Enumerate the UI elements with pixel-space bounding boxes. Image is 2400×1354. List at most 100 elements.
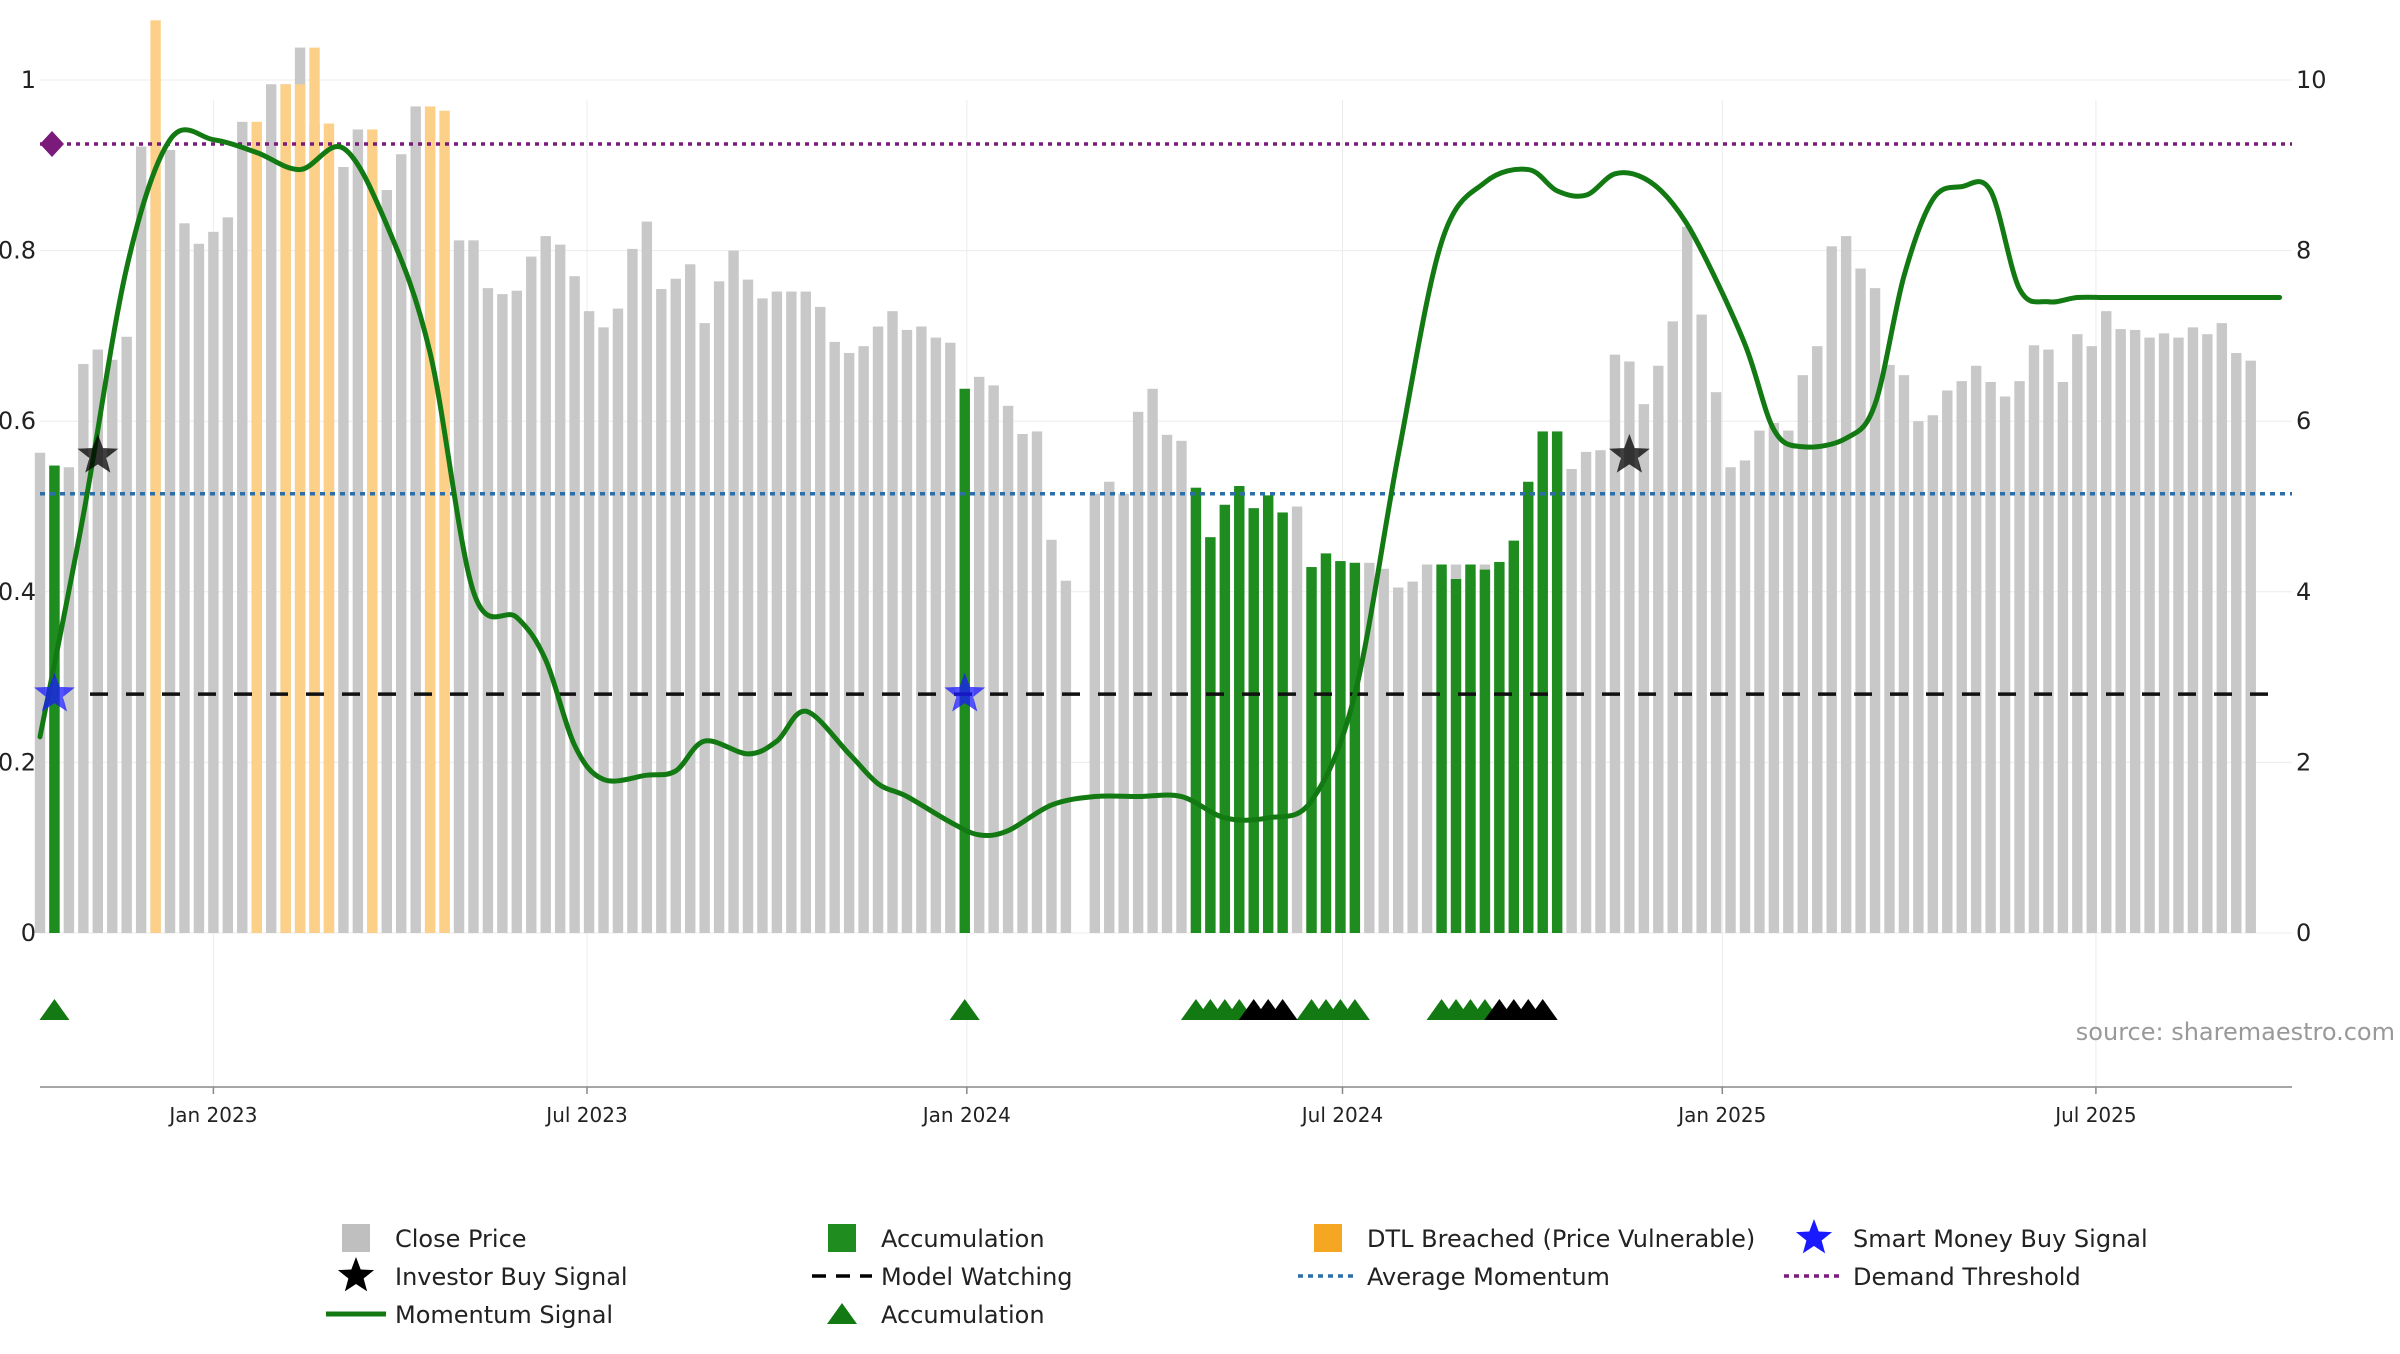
- accumulation-marker-dark: [1527, 999, 1558, 1020]
- close-price-bar: [1884, 364, 1895, 934]
- left-axis-tick: 0.2: [0, 748, 36, 776]
- close-price-bar: [237, 121, 248, 933]
- close-price-bar: [728, 250, 739, 934]
- close-price-bar: [2231, 352, 2242, 934]
- close-price-bar: [1768, 422, 1780, 933]
- close-price-bar: [1378, 568, 1389, 933]
- close-price-bar: [1031, 431, 1043, 933]
- accumulation-marker-dark: [1267, 999, 1298, 1020]
- close-price-bar: [757, 298, 768, 933]
- close-price-bar: [872, 326, 884, 934]
- legend-star: [1795, 1219, 1833, 1254]
- close-price-bar: [1089, 493, 1100, 933]
- x-axis-tick: Jul 2025: [2053, 1103, 2136, 1127]
- axis-layer: 0 2 4 6 8 10 0 0.2 0.4 0.6 0.8 1 Jan 2023 Jul 2023 Jan…: [0, 66, 2327, 1127]
- close-price-bar: [1161, 434, 1173, 933]
- smart-money-buy-signal: [34, 672, 75, 712]
- close-price-bar: [179, 223, 190, 933]
- right-axis-tick: 10: [2296, 66, 2327, 94]
- x-axis-tick: Jul 2023: [544, 1103, 627, 1127]
- accumulation-bar: [1465, 564, 1476, 933]
- left-axis-tick: 0: [21, 919, 36, 947]
- accumulation-marker: [1339, 999, 1370, 1020]
- close-price-bar: [1046, 539, 1057, 933]
- close-price-bar: [1132, 411, 1144, 933]
- x-axis-tick: Jul 2024: [1300, 1103, 1383, 1127]
- legend-label: Average Momentum: [1367, 1263, 1610, 1291]
- close-price-bar: [1291, 506, 1303, 933]
- close-price-bar: [540, 236, 551, 933]
- right-axis-tick: 4: [2296, 578, 2311, 606]
- close-price-bar: [1364, 562, 1375, 933]
- close-price-bar: [1421, 564, 1433, 933]
- close-price-bar: [1638, 404, 1650, 933]
- close-price-bar: [627, 248, 638, 934]
- close-price-bar: [1118, 493, 1129, 933]
- demand-threshold-marker: [40, 130, 64, 157]
- close-price-bar: [1956, 381, 1967, 933]
- close-price-bar: [656, 288, 667, 933]
- dtl-breached-bar: [424, 106, 436, 934]
- close-price-bar: [1566, 468, 1577, 933]
- accumulation-bar: [1494, 561, 1505, 933]
- close-price-bar: [2245, 360, 2256, 934]
- close-price-bar: [107, 359, 118, 933]
- legend-star: [337, 1257, 375, 1292]
- legend-triangle: [827, 1303, 857, 1324]
- accumulation-bar: [1190, 487, 1202, 933]
- legend-label: Smart Money Buy Signal: [1853, 1225, 2148, 1253]
- accumulation-marker: [949, 999, 980, 1020]
- close-price-bar: [685, 264, 696, 933]
- close-price-bar: [2101, 311, 2112, 934]
- accumulation-bar: [1349, 562, 1361, 933]
- accumulation-bar: [959, 388, 970, 933]
- investor-buy-signal: [1609, 433, 1650, 473]
- close-price-bar: [583, 311, 595, 934]
- close-price-bar: [208, 231, 219, 934]
- smart-money-buy-signal: [944, 672, 986, 712]
- close-price-bar: [1985, 381, 1996, 933]
- close-price-bar: [526, 256, 537, 933]
- right-axis-tick: 2: [2296, 748, 2311, 776]
- close-price-bar: [887, 311, 898, 934]
- close-price-bar: [1898, 375, 1910, 933]
- close-price-bar: [453, 240, 465, 933]
- dtl-breached-bar: [150, 20, 161, 934]
- reference-lines: [40, 130, 2292, 696]
- left-axis-tick: 1: [21, 66, 36, 94]
- close-price-bar: [1104, 481, 1115, 933]
- close-price-bar: [699, 323, 710, 934]
- accumulation-bar: [1450, 579, 1462, 933]
- source-label: source: sharemaestro.com: [2076, 1018, 2395, 1046]
- signal-marker-layer: [34, 433, 1650, 1020]
- close-price-bar: [135, 146, 147, 933]
- accumulation-bar: [1277, 512, 1288, 933]
- close-price-bar: [2014, 381, 2025, 933]
- close-price-bar: [598, 327, 609, 933]
- close-price-bar: [2043, 349, 2054, 934]
- accumulation-bar: [1551, 431, 1563, 933]
- close-price-bar: [1797, 375, 1808, 933]
- close-price-bar: [973, 376, 985, 933]
- close-price-bar: [381, 190, 392, 934]
- close-price-bar: [1754, 430, 1765, 933]
- close-price-bar: [2158, 333, 2170, 933]
- left-axis-tick: 0.6: [0, 407, 36, 435]
- close-price-bar: [1681, 226, 1693, 933]
- legend-label: Momentum Signal: [395, 1301, 613, 1329]
- close-price-bar: [92, 349, 103, 934]
- x-axis-tick: Jan 2024: [921, 1103, 1011, 1127]
- accumulation-bar: [1537, 431, 1548, 933]
- accumulation-bar: [1306, 567, 1317, 933]
- close-price-bar: [34, 452, 46, 933]
- close-price-bar: [1393, 587, 1404, 933]
- close-price-bar: [1927, 415, 1939, 933]
- close-price-bar: [511, 290, 523, 933]
- close-price-bar: [2057, 381, 2069, 933]
- close-price-bar: [2115, 329, 2126, 933]
- close-price-bar: [800, 291, 812, 933]
- close-price-bar: [222, 217, 234, 933]
- legend: Close Price Accumulation DTL Breached (Pri…: [326, 1219, 2148, 1329]
- close-price-bar: [2129, 329, 2141, 934]
